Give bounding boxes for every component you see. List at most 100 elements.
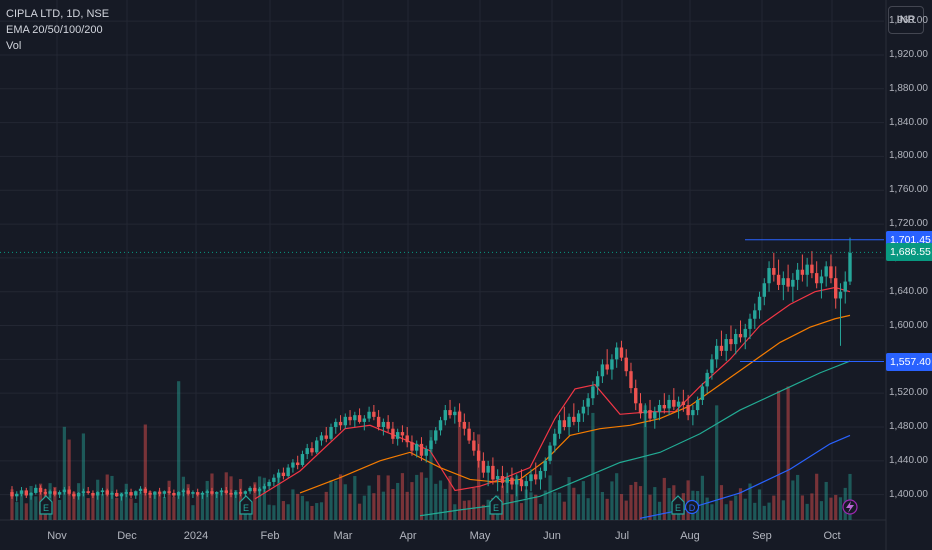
volume-indicator-label[interactable]: Vol xyxy=(6,40,22,52)
volume-bar xyxy=(124,483,128,520)
candle-body xyxy=(710,359,714,373)
candle-body xyxy=(553,433,557,446)
volume-bar xyxy=(177,381,181,520)
candle-body xyxy=(534,474,538,480)
volume-bar xyxy=(772,495,776,520)
volume-bar xyxy=(686,480,690,520)
candle-body xyxy=(110,492,114,495)
volume-bar xyxy=(553,492,557,520)
volume-bar xyxy=(77,483,81,520)
volume-bar xyxy=(434,483,438,520)
lightning-icon xyxy=(846,501,854,513)
volume-bar xyxy=(29,485,33,520)
volume-bar xyxy=(310,505,314,520)
candle-body xyxy=(481,460,486,473)
candle-body xyxy=(376,416,381,427)
volume-bar xyxy=(462,500,466,520)
candle-body xyxy=(495,476,500,480)
candle-body xyxy=(372,411,376,417)
volume-bar xyxy=(615,473,619,520)
volume-bar xyxy=(215,493,219,520)
candle-body xyxy=(629,371,633,389)
volume-bar xyxy=(838,497,843,520)
volume-bar xyxy=(72,491,76,520)
time-tick-label: Sep xyxy=(752,530,772,542)
volume-bar xyxy=(58,500,62,520)
candle-body xyxy=(529,474,533,482)
volume-bar xyxy=(796,474,800,520)
candle-body xyxy=(124,492,128,494)
volume-bar xyxy=(600,491,605,520)
price-tick-label: 1,440.00 xyxy=(889,454,928,466)
candle-body xyxy=(229,492,233,495)
candle-body xyxy=(848,252,852,282)
candle-body xyxy=(814,273,819,284)
volume-bar xyxy=(219,491,224,520)
volume-bar xyxy=(519,503,524,520)
volume-bar xyxy=(643,405,647,520)
volume-bar xyxy=(162,497,166,520)
volume-bar xyxy=(467,500,471,520)
candle-body xyxy=(624,357,628,372)
volume-bar xyxy=(396,482,400,520)
candle-body xyxy=(486,465,490,473)
volume-bar xyxy=(424,477,428,520)
volume-bar xyxy=(319,502,324,520)
candle-body xyxy=(172,492,176,496)
volume-bar xyxy=(81,433,86,520)
candle-body xyxy=(738,333,743,338)
volume-bar xyxy=(538,503,543,520)
volume-bar xyxy=(419,472,424,520)
candle-body xyxy=(276,472,281,478)
volume-bar xyxy=(348,493,352,520)
candle-body xyxy=(205,491,209,493)
volume-bar xyxy=(253,482,257,520)
price-tick-label: 1,720.00 xyxy=(889,218,928,230)
volume-bar xyxy=(591,412,595,520)
price-tick-label: 1,840.00 xyxy=(889,116,928,128)
candle-body xyxy=(153,492,157,495)
earnings-marker-glyph: E xyxy=(243,503,249,513)
price-tick-label: 1,880.00 xyxy=(889,82,928,94)
candle-body xyxy=(705,372,709,387)
volume-bar xyxy=(53,486,57,520)
candle-body xyxy=(657,405,662,412)
volume-bar xyxy=(610,481,614,520)
price-tick-label: 1,600.00 xyxy=(889,319,928,331)
candle-body xyxy=(515,479,519,485)
volume-bar xyxy=(824,481,828,520)
candle-body xyxy=(381,421,386,427)
volume-bar xyxy=(129,498,133,520)
candle-body xyxy=(119,493,124,497)
ema-indicator-label[interactable]: EMA 20/50/100/200 xyxy=(6,24,103,36)
volume-bar xyxy=(438,480,443,520)
candle-body xyxy=(391,428,395,439)
currency-button[interactable]: INR xyxy=(888,6,924,34)
volume-bar xyxy=(715,405,719,520)
volume-bar xyxy=(619,494,624,520)
symbol-title[interactable]: CIPLA LTD, 1D, NSE xyxy=(6,8,110,20)
volume-bar xyxy=(848,473,852,520)
candle-body xyxy=(357,415,362,422)
candle-body xyxy=(105,490,109,495)
volume-bar xyxy=(205,480,209,520)
volume-bar xyxy=(196,493,200,520)
volume-bar xyxy=(648,494,652,520)
volume-bar xyxy=(624,500,628,520)
volume-bar xyxy=(448,475,452,520)
candle-body xyxy=(691,410,695,416)
candle-body xyxy=(714,345,719,360)
earnings-marker-glyph: E xyxy=(43,503,49,513)
candle-body xyxy=(24,490,28,496)
candle-body xyxy=(34,487,38,493)
candle-body xyxy=(386,421,390,429)
volume-bar xyxy=(834,494,838,520)
candle-body xyxy=(195,492,200,495)
candle-body xyxy=(700,386,705,400)
candle-body xyxy=(634,388,638,404)
volume-bar xyxy=(505,477,509,520)
volume-bar xyxy=(257,476,262,520)
volume-bar xyxy=(524,489,528,520)
time-tick-label: Feb xyxy=(260,530,280,542)
